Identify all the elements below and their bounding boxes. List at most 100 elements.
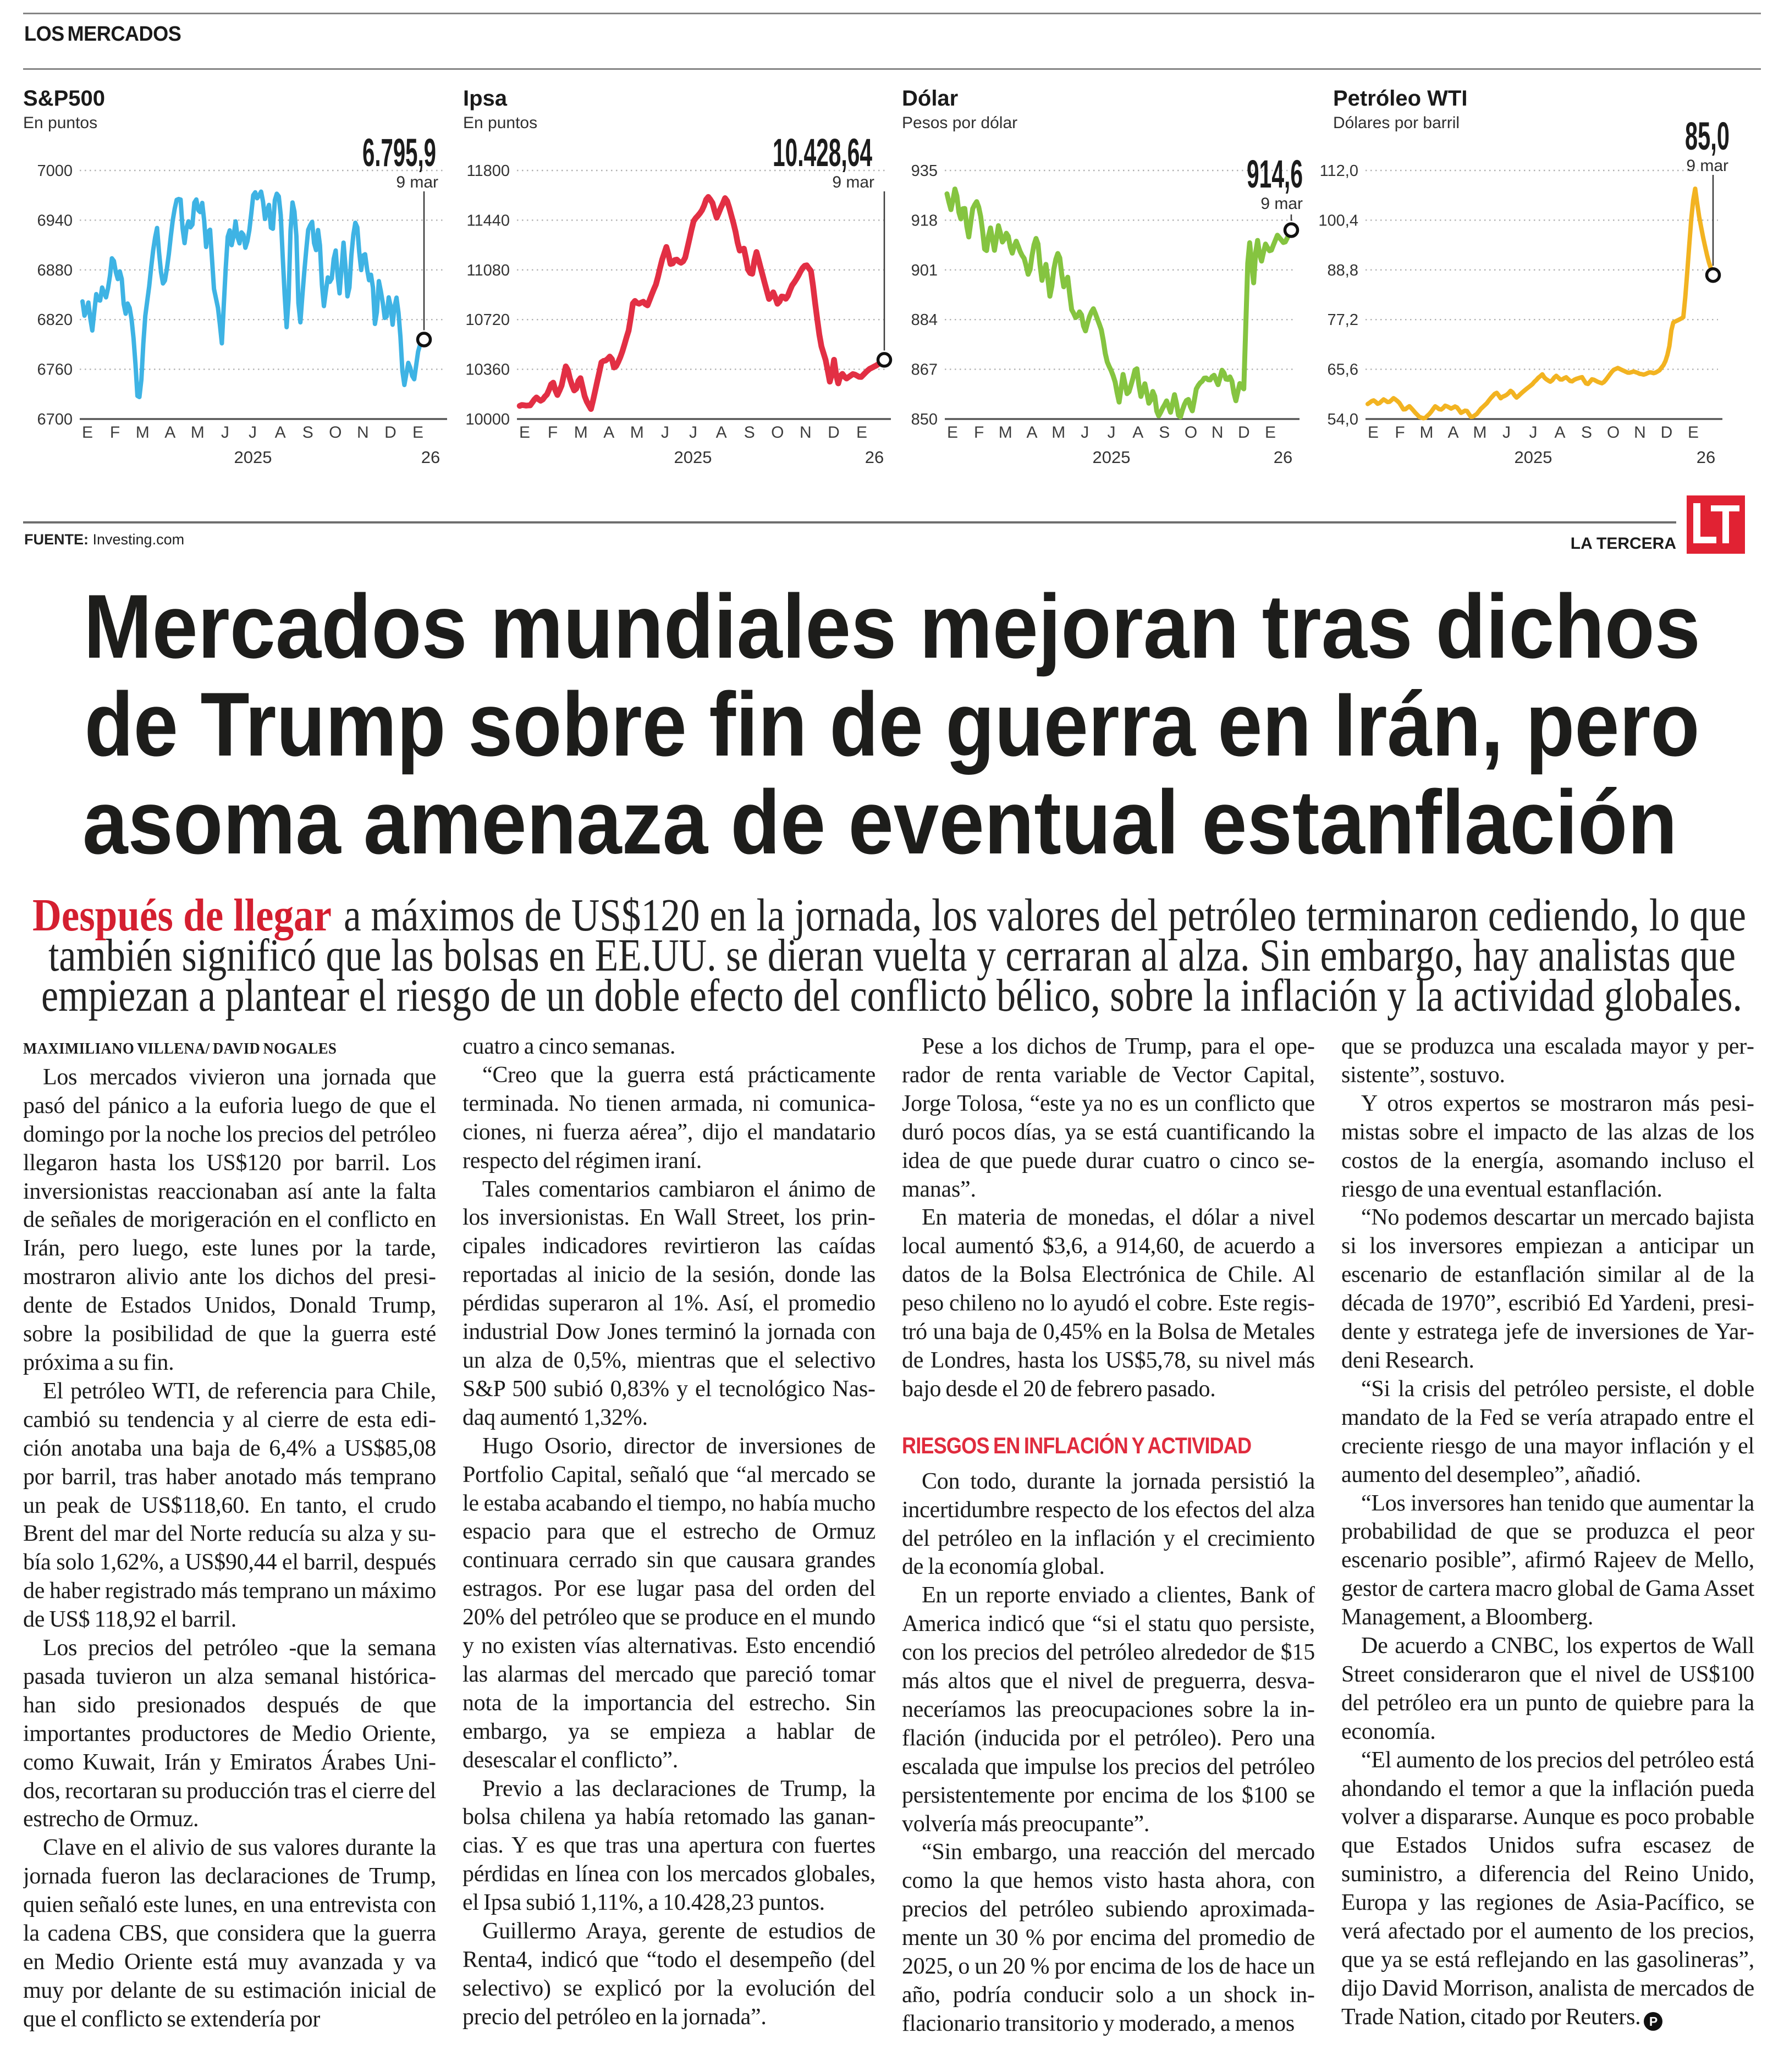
svg-text:de Trump sobre fin de guerra e: de Trump sobre fin de guerra en Irán, pe… [85, 674, 1700, 775]
svg-text:Pesos por dólar: Pesos por dólar [902, 114, 1017, 132]
svg-text:6820: 6820 [37, 311, 73, 329]
svg-text:9 mar: 9 mar [832, 173, 874, 191]
svg-text:6940: 6940 [37, 212, 73, 229]
svg-text:M: M [1051, 423, 1065, 442]
svg-text:901: 901 [911, 262, 938, 279]
svg-text:J: J [1081, 423, 1089, 442]
svg-text:M: M [191, 423, 205, 442]
svg-text:26: 26 [865, 448, 884, 467]
svg-text:J: J [249, 423, 257, 442]
svg-text:884: 884 [911, 311, 938, 329]
svg-text:J: J [1502, 423, 1511, 442]
svg-text:E: E [856, 423, 867, 442]
svg-text:E: E [412, 423, 423, 442]
svg-text:S: S [1581, 423, 1592, 442]
svg-text:65,6: 65,6 [1328, 361, 1358, 379]
svg-text:9 mar: 9 mar [1686, 157, 1728, 175]
svg-text:E: E [1265, 423, 1276, 442]
svg-text:M: M [136, 423, 150, 442]
svg-text:6700: 6700 [37, 411, 73, 428]
svg-text:E: E [1688, 423, 1699, 442]
svg-text:asoma amenaza de eventual esta: asoma amenaza de eventual estanflación [82, 772, 1677, 873]
svg-text:M: M [1420, 423, 1434, 442]
svg-text:11440: 11440 [467, 212, 510, 229]
svg-text:6.795,9: 6.795,9 [362, 131, 436, 175]
svg-text:D: D [828, 423, 840, 442]
svg-text:O: O [1185, 423, 1197, 442]
svg-text:A: A [1554, 423, 1565, 442]
svg-text:A: A [275, 423, 286, 442]
svg-text:88,8: 88,8 [1328, 262, 1358, 279]
svg-text:N: N [800, 423, 812, 442]
svg-text:F: F [1395, 423, 1405, 442]
svg-text:E: E [82, 423, 93, 442]
svg-text:J: J [689, 423, 697, 442]
svg-text:Dólar: Dólar [902, 86, 958, 111]
svg-text:En puntos: En puntos [463, 114, 537, 132]
svg-text:2025: 2025 [1093, 448, 1131, 467]
svg-text:Después de llegar: Después de llegar [32, 890, 332, 941]
svg-text:26: 26 [1274, 448, 1292, 467]
svg-text:A: A [716, 423, 727, 442]
svg-text:100,4: 100,4 [1318, 212, 1358, 229]
svg-text:6760: 6760 [37, 361, 73, 379]
svg-text:S: S [302, 423, 313, 442]
svg-text:10360: 10360 [465, 361, 510, 379]
svg-text:10.428,64: 10.428,64 [773, 131, 872, 175]
svg-text:O: O [1607, 423, 1620, 442]
svg-text:F: F [548, 423, 558, 442]
svg-text:J: J [1108, 423, 1116, 442]
svg-text:D: D [384, 423, 397, 442]
svg-text:O: O [771, 423, 784, 442]
svg-text:S&P500: S&P500 [23, 86, 105, 111]
svg-text:935: 935 [911, 162, 938, 180]
svg-text:10000: 10000 [465, 411, 510, 428]
svg-text:E: E [519, 423, 530, 442]
svg-text:9 mar: 9 mar [1260, 195, 1303, 213]
svg-text:también significó que las bols: también significó que las bolsas en EE.U… [48, 930, 1736, 981]
svg-text:6880: 6880 [37, 262, 73, 279]
svg-text:7000: 7000 [37, 162, 73, 180]
svg-text:11080: 11080 [467, 262, 510, 279]
svg-text:85,0: 85,0 [1685, 115, 1730, 158]
svg-text:O: O [329, 423, 342, 442]
svg-text:A: A [1132, 423, 1143, 442]
svg-text:2025: 2025 [674, 448, 712, 467]
svg-text:empiezan a plantear el riesgo: empiezan a plantear el riesgo de un dobl… [41, 970, 1742, 1021]
svg-text:918: 918 [911, 212, 938, 229]
svg-text:J: J [221, 423, 229, 442]
svg-text:A: A [1026, 423, 1037, 442]
svg-text:E: E [1368, 423, 1379, 442]
svg-text:N: N [1634, 423, 1646, 442]
svg-text:A: A [1447, 423, 1458, 442]
svg-text:850: 850 [911, 411, 938, 428]
svg-text:77,2: 77,2 [1328, 311, 1358, 329]
svg-text:S: S [1159, 423, 1170, 442]
svg-text:a máximos de US$120 en la jorn: a máximos de US$120 en la jornada, los v… [344, 890, 1746, 941]
svg-text:112,0: 112,0 [1320, 162, 1358, 180]
svg-text:10720: 10720 [465, 311, 510, 329]
svg-text:11800: 11800 [467, 162, 510, 180]
svg-text:9 mar: 9 mar [396, 173, 438, 191]
svg-text:54,0: 54,0 [1328, 411, 1358, 428]
svg-text:2025: 2025 [234, 448, 272, 467]
svg-text:M: M [574, 423, 588, 442]
svg-text:867: 867 [911, 361, 938, 379]
svg-text:A: A [164, 423, 175, 442]
svg-text:F: F [110, 423, 120, 442]
svg-text:J: J [1529, 423, 1538, 442]
svg-text:2025: 2025 [1515, 448, 1552, 467]
svg-text:S: S [744, 423, 755, 442]
svg-text:F: F [974, 423, 984, 442]
svg-text:A: A [603, 423, 614, 442]
svg-text:Mercados mundiales mejoran tra: Mercados mundiales mejoran tras dichos [84, 576, 1700, 677]
svg-text:En puntos: En puntos [23, 114, 97, 132]
svg-text:N: N [357, 423, 369, 442]
svg-text:M: M [999, 423, 1012, 442]
svg-text:26: 26 [1697, 448, 1715, 467]
svg-text:J: J [661, 423, 669, 442]
svg-text:Petróleo WTI: Petróleo WTI [1333, 86, 1467, 111]
svg-text:914,6: 914,6 [1247, 153, 1303, 196]
svg-text:M: M [1473, 423, 1487, 442]
svg-text:M: M [630, 423, 644, 442]
